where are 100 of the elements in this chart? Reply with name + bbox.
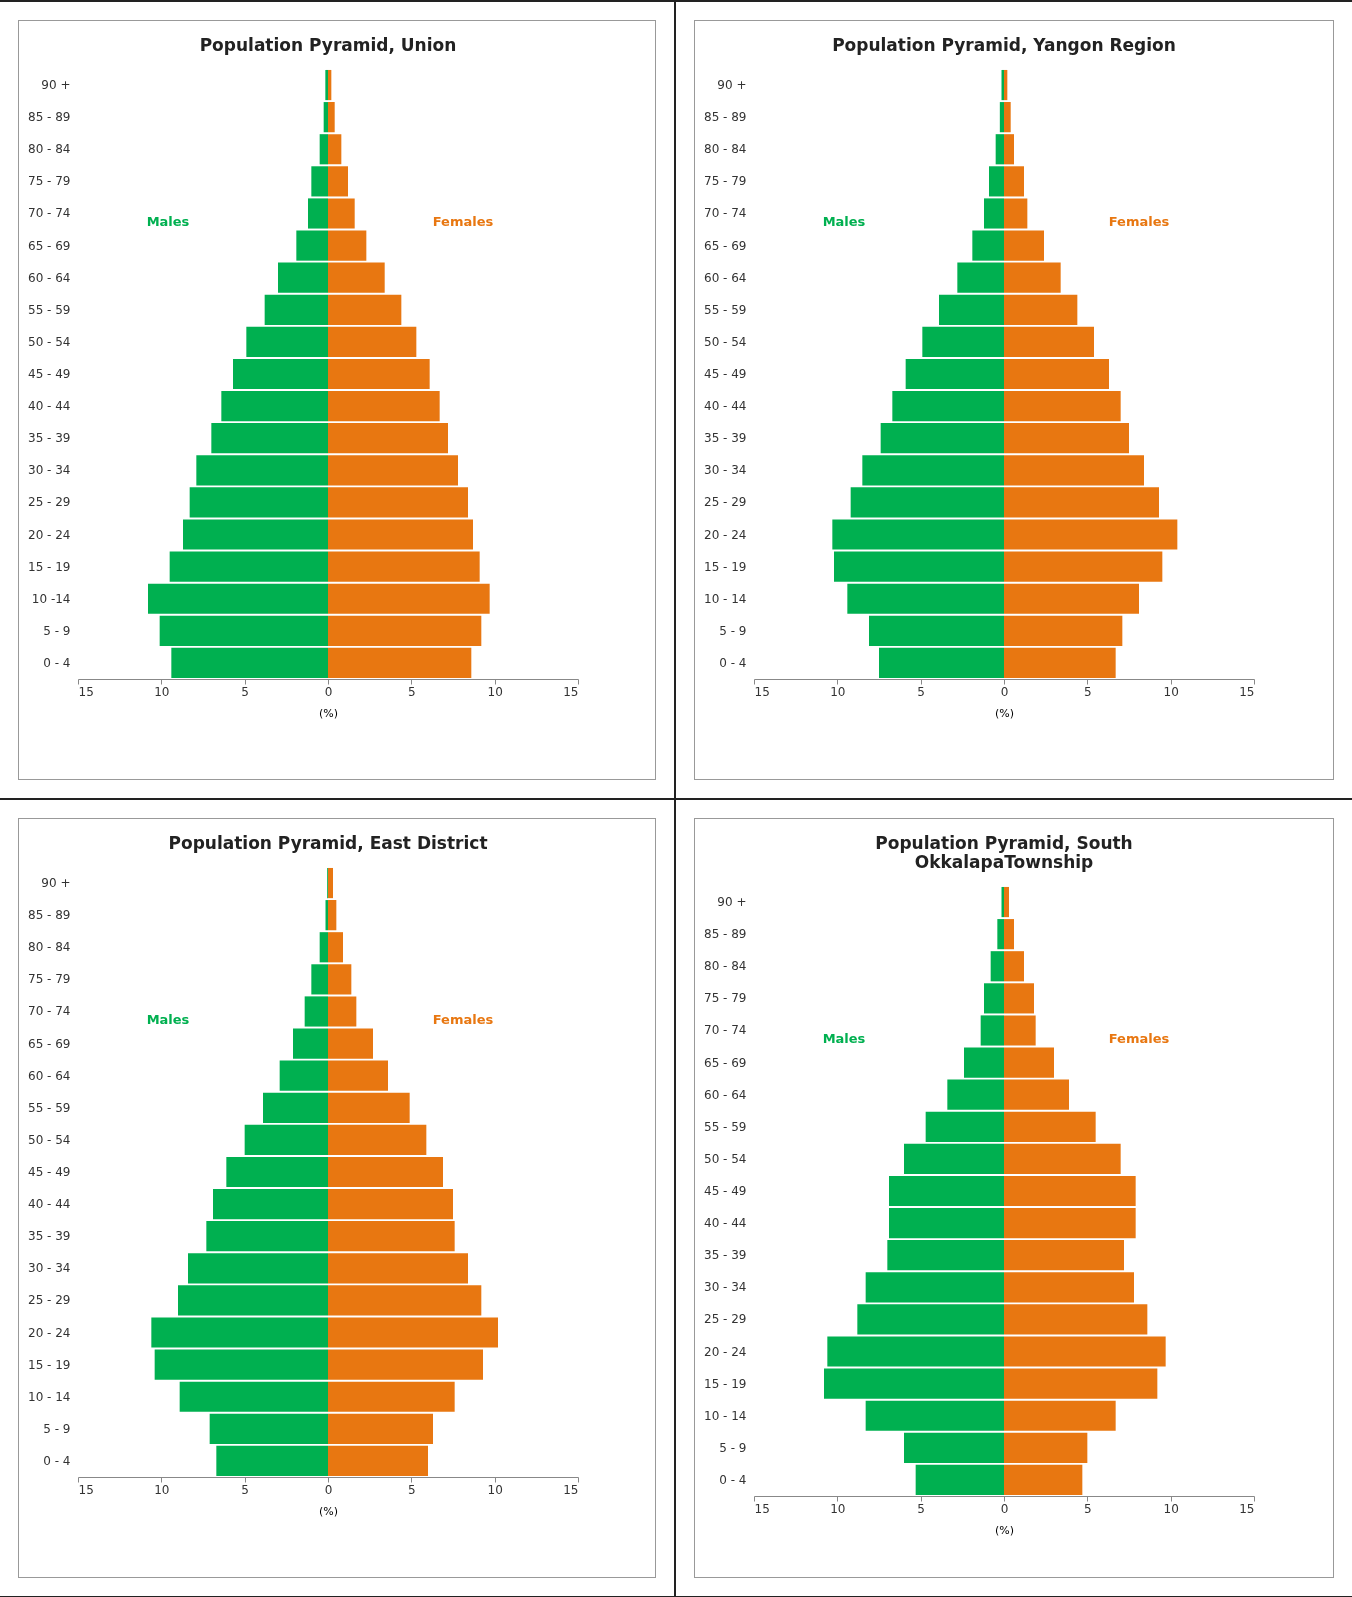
y-tick-label: 80 - 84 bbox=[704, 142, 747, 157]
x-tick-label: 5 bbox=[241, 684, 249, 699]
y-tick-label: 55 - 59 bbox=[28, 302, 71, 317]
y-tick-label: 20 - 24 bbox=[704, 1344, 747, 1359]
y-tick-label: 35 - 39 bbox=[704, 1248, 747, 1263]
y-tick-label: 30 - 34 bbox=[28, 463, 71, 478]
y-tick-label: 20 - 24 bbox=[28, 527, 71, 542]
y-tick-label: 75 - 79 bbox=[28, 174, 71, 189]
x-tick-label: 15 bbox=[563, 1482, 579, 1497]
y-tick-label: 65 - 69 bbox=[704, 238, 747, 253]
text: Females bbox=[1108, 213, 1170, 229]
y-tick-label: 40 - 44 bbox=[28, 1197, 71, 1212]
y-tick-label: 35 - 39 bbox=[28, 1229, 71, 1244]
y-tick-label: 10 - 14 bbox=[28, 1389, 71, 1404]
y-tick-label: 70 - 74 bbox=[28, 206, 71, 221]
x-tick-label: 10 bbox=[154, 1482, 170, 1497]
y-tick-label: 60 - 64 bbox=[704, 1087, 747, 1102]
x-axis-title: (%) bbox=[994, 1523, 1015, 1537]
y-tick-label: 80 - 84 bbox=[704, 959, 747, 974]
y-tick-label: 60 - 64 bbox=[704, 270, 747, 285]
y-tick-label: 15 - 19 bbox=[28, 1357, 71, 1372]
x-tick-label: 5 bbox=[408, 1482, 416, 1497]
x-tick-label: 10 bbox=[1163, 684, 1179, 699]
x-tick-label: 10 bbox=[1163, 1501, 1179, 1516]
y-tick-label: 40 - 44 bbox=[704, 1216, 747, 1231]
y-tick-label: 45 - 49 bbox=[704, 1184, 747, 1198]
y-tick-label: 65 - 69 bbox=[704, 1055, 747, 1070]
text: Males bbox=[146, 213, 190, 229]
y-tick-label: 30 - 34 bbox=[704, 1280, 747, 1295]
y-tick-label: 55 - 59 bbox=[28, 1100, 71, 1115]
y-tick-label: 90 + bbox=[41, 876, 71, 891]
x-tick-label: 0 bbox=[1000, 684, 1009, 699]
y-tick-label: 25 - 29 bbox=[28, 495, 71, 510]
text: Females bbox=[432, 1011, 494, 1027]
y-tick-label: 80 - 84 bbox=[28, 142, 71, 157]
x-tick-label: 10 bbox=[487, 1482, 503, 1497]
y-tick-label: 70 - 74 bbox=[28, 1004, 71, 1019]
y-tick-label: 40 - 44 bbox=[704, 399, 747, 414]
y-tick-label: 5 - 9 bbox=[719, 623, 747, 638]
y-tick-label: 5 - 9 bbox=[43, 1421, 71, 1436]
y-tick-label: 0 - 4 bbox=[719, 1472, 747, 1487]
x-tick-label: 10 bbox=[830, 684, 846, 699]
y-tick-label: 45 - 49 bbox=[28, 367, 71, 381]
y-tick-label: 25 - 29 bbox=[704, 1312, 747, 1327]
y-tick-label: 70 - 74 bbox=[704, 206, 747, 221]
x-tick-label: 10 bbox=[487, 684, 503, 699]
chart-title: Population Pyramid, South OkkalapaTownship bbox=[875, 833, 1133, 872]
x-tick-label: 15 bbox=[754, 1501, 770, 1516]
x-tick-label: 10 bbox=[830, 1501, 846, 1516]
y-tick-label: 50 - 54 bbox=[28, 334, 71, 349]
y-tick-label: 90 + bbox=[717, 78, 747, 93]
chart-title: Population Pyramid, Union bbox=[199, 35, 457, 55]
x-tick-label: 5 bbox=[1084, 1501, 1092, 1516]
y-tick-label: 85 - 89 bbox=[704, 927, 747, 942]
y-tick-label: 70 - 74 bbox=[704, 1023, 747, 1038]
y-tick-label: 60 - 64 bbox=[28, 270, 71, 285]
y-tick-label: 20 - 24 bbox=[28, 1325, 71, 1340]
y-tick-label: 0 - 4 bbox=[43, 655, 71, 670]
y-tick-label: 15 - 19 bbox=[704, 559, 747, 574]
y-tick-label: 75 - 79 bbox=[28, 972, 71, 987]
x-tick-label: 15 bbox=[754, 684, 770, 699]
text: Males bbox=[146, 1011, 190, 1027]
text: Females bbox=[432, 213, 494, 229]
y-tick-label: 15 - 19 bbox=[28, 559, 71, 574]
y-tick-label: 5 - 9 bbox=[43, 623, 71, 638]
y-tick-label: 90 + bbox=[41, 78, 71, 93]
y-tick-label: 55 - 59 bbox=[704, 1119, 747, 1134]
x-tick-label: 5 bbox=[408, 684, 416, 699]
x-tick-label: 15 bbox=[78, 684, 94, 699]
y-tick-label: 10 - 14 bbox=[704, 1408, 747, 1423]
y-tick-label: 20 - 24 bbox=[704, 527, 747, 542]
x-tick-label: 0 bbox=[324, 1482, 333, 1497]
text: Females bbox=[1108, 1030, 1170, 1046]
y-tick-label: 90 + bbox=[717, 895, 747, 910]
y-tick-label: 0 - 4 bbox=[43, 1453, 71, 1468]
chart-title: Population Pyramid, East District bbox=[168, 833, 488, 853]
x-tick-label: 5 bbox=[917, 1501, 925, 1516]
y-tick-label: 30 - 34 bbox=[28, 1261, 71, 1276]
x-tick-label: 5 bbox=[1084, 684, 1092, 699]
y-tick-label: 25 - 29 bbox=[28, 1293, 71, 1308]
x-tick-label: 0 bbox=[324, 684, 333, 699]
x-tick-label: 15 bbox=[78, 1482, 94, 1497]
x-tick-label: 15 bbox=[563, 684, 579, 699]
y-tick-label: 80 - 84 bbox=[28, 940, 71, 955]
y-tick-label: 0 - 4 bbox=[719, 655, 747, 670]
y-tick-label: 40 - 44 bbox=[28, 399, 71, 414]
text: Males bbox=[822, 213, 866, 229]
y-tick-label: 55 - 59 bbox=[704, 302, 747, 317]
x-tick-label: 0 bbox=[1000, 1501, 1009, 1516]
y-tick-label: 10 - 14 bbox=[704, 591, 747, 606]
y-tick-label: 50 - 54 bbox=[704, 334, 747, 349]
y-tick-label: 35 - 39 bbox=[704, 431, 747, 446]
text: Males bbox=[822, 1030, 866, 1046]
chart-title: Population Pyramid, Yangon Region bbox=[832, 35, 1176, 55]
y-tick-label: 85 - 89 bbox=[28, 908, 71, 923]
y-tick-label: 35 - 39 bbox=[28, 431, 71, 446]
y-tick-label: 25 - 29 bbox=[704, 495, 747, 510]
x-axis-title: (%) bbox=[318, 1504, 339, 1518]
x-tick-label: 15 bbox=[1239, 684, 1255, 699]
y-tick-label: 5 - 9 bbox=[719, 1440, 747, 1455]
